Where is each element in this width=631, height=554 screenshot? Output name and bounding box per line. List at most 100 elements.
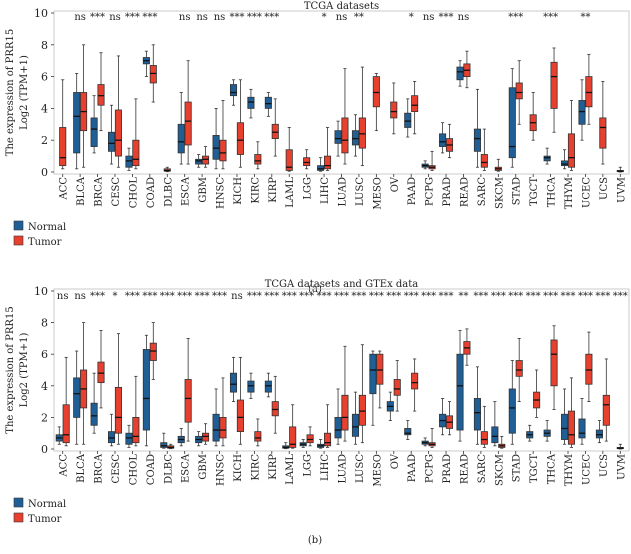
normal-box-brca (90, 372, 98, 434)
y-tick-label: 8 (41, 317, 48, 330)
x-tick-label: PAAD (407, 454, 418, 482)
box-iqr (195, 158, 203, 165)
tumor-box-thym (567, 100, 576, 171)
box-iqr (212, 135, 220, 160)
y-axis-label: The expression of PRR15 (5, 306, 16, 433)
y-tick-label: 6 (41, 348, 48, 361)
x-tick-label: GBM (198, 177, 209, 203)
panel-a: TCGA datasets 0 2 4 6 8 10 The expression of PR… (5, 1, 630, 295)
box-iqr (456, 66, 464, 81)
normal-box-cesc (107, 413, 116, 447)
box-iqr (456, 353, 464, 431)
box-iqr (372, 76, 380, 108)
significance-label: *** (473, 291, 488, 302)
tumor-box-dlbc (163, 166, 171, 173)
tumor-box-tgct (533, 369, 541, 418)
tumor-box-lgg (306, 426, 314, 447)
box-iqr (404, 112, 412, 128)
significance-label: ns (458, 12, 470, 23)
significance-label: ** (458, 291, 468, 302)
tumor-box-thym (567, 377, 576, 448)
box-iqr (90, 402, 98, 426)
significance-label: *** (142, 12, 157, 23)
normal-box-sarc (473, 366, 481, 445)
significance-label: *** (613, 291, 628, 302)
box-iqr (411, 95, 419, 112)
box-iqr (149, 342, 157, 361)
significance-label: ** (580, 12, 590, 23)
tumor-box-paad (411, 358, 419, 412)
x-tick-label: LAML (285, 454, 296, 485)
x-tick-label: TGCT (529, 177, 540, 206)
x-tick-label: UVM (616, 454, 627, 480)
box-iqr (404, 428, 412, 436)
box-iqr (561, 413, 569, 440)
tumor-box-uvm (616, 443, 624, 450)
box-iqr (125, 432, 133, 445)
significance-label: ns (196, 12, 208, 23)
box-iqr (247, 96, 255, 109)
x-tick-label: SARC (477, 177, 488, 207)
significance-label: ns (423, 12, 435, 23)
box-iqr (480, 154, 488, 168)
tumor-box-ucs (599, 80, 607, 165)
significance-label: *** (264, 291, 279, 302)
significance-label: ns (74, 12, 86, 23)
x-tick-label: UVM (616, 177, 627, 203)
x-tick-label: PCPG (425, 177, 436, 206)
x-tick-label: MESO (372, 454, 383, 487)
tumor-box-read (463, 328, 471, 366)
tumor-box-coad (149, 322, 157, 380)
significance-label: *** (369, 291, 384, 302)
normal-box-prad (439, 122, 447, 154)
x-tick-label: LGG (303, 177, 314, 200)
significance-label: *** (177, 291, 192, 302)
box-iqr (306, 434, 314, 444)
y-tick-label: 2 (41, 411, 48, 424)
normal-box-kirc (247, 372, 255, 399)
tumor-box-blca (80, 44, 88, 168)
x-tick-label: STAD (512, 177, 523, 205)
chart-title: TCGA datasets and GTEx data (265, 279, 419, 290)
box-iqr (480, 431, 488, 445)
box-iqr (62, 404, 70, 444)
box-iqr (202, 155, 210, 165)
significance-label: *** (264, 12, 279, 23)
box-iqr (212, 413, 220, 442)
box-iqr (219, 139, 227, 162)
legend-swatch-normal (13, 220, 24, 231)
box-iqr (142, 349, 150, 431)
significance-label: *** (247, 291, 262, 302)
box-iqr (334, 130, 342, 144)
tumor-box-prad (445, 401, 454, 436)
x-tick-label: GBM (198, 454, 209, 480)
normal-box-esca (177, 428, 185, 447)
tumor-box-luad (341, 68, 349, 165)
x-tick-label: HNSC (216, 454, 227, 486)
significance-label: *** (386, 291, 401, 302)
panel-b: TCGA datasets and GTEx data 0 2 4 6 8 10 The ex… (5, 279, 630, 546)
box-iqr (508, 388, 516, 434)
normal-box-kirp (264, 92, 272, 117)
x-tick-label: KIRP (268, 454, 279, 480)
normal-box-ucs (595, 420, 603, 444)
tumor-box-esca (184, 60, 192, 165)
y-tick-label: 10 (34, 285, 48, 298)
normal-box-gbm (195, 431, 203, 447)
tumor-box-stad (515, 337, 523, 403)
tumor-box-thca (550, 47, 558, 133)
box-iqr (73, 92, 81, 154)
box-iqr (90, 117, 98, 147)
x-tick-label: SKCM (494, 454, 505, 486)
box-iqr (567, 410, 576, 445)
significance-label: *** (404, 291, 419, 302)
x-tick-label: TGCT (529, 454, 540, 483)
y-tick-label: 0 (41, 443, 48, 456)
box-iqr (114, 386, 122, 434)
box-iqr (393, 379, 401, 396)
tumor-box-dlbc (167, 443, 175, 450)
x-tick-label: LUSC (355, 177, 366, 206)
x-tick-label: DLBC (163, 177, 174, 207)
tumor-box-skcm (494, 158, 502, 172)
